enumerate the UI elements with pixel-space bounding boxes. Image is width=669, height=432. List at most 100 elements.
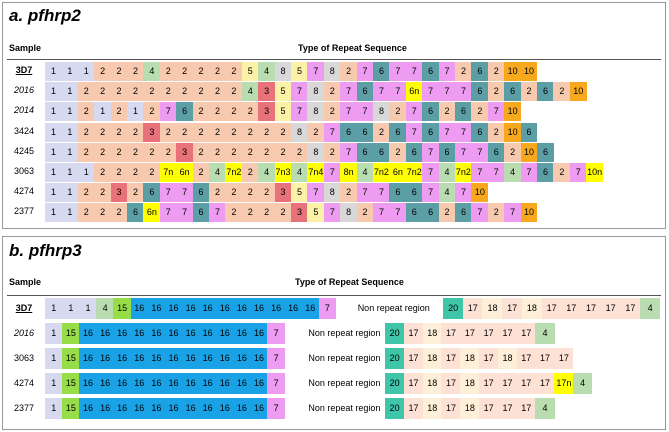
sample-label: 3D7 <box>15 303 33 313</box>
repeat-cell: 1 <box>94 102 112 122</box>
repeat-cell: 18 <box>460 373 480 394</box>
repeat-cell: 6 <box>389 122 407 142</box>
repeat-cell: 7n2 <box>405 163 423 182</box>
repeat-cell: 2 <box>291 142 308 162</box>
repeat-cell: 16 <box>164 323 183 344</box>
repeat-cell: 2 <box>110 203 128 223</box>
repeat-cell: 7 <box>356 183 374 203</box>
repeat-cell: 16 <box>147 398 166 419</box>
repeat-cell: 4 <box>356 163 374 182</box>
repeat-cell: 7 <box>267 323 285 344</box>
repeat-cell: 4 <box>258 62 276 81</box>
repeat-cell: 8 <box>274 62 292 81</box>
repeat-cell: 2 <box>438 203 456 223</box>
repeat-cell: 8 <box>373 102 390 122</box>
repeat-cell: 8 <box>323 183 341 203</box>
repeat-cell: 17 <box>561 298 582 319</box>
repeat-cell: 2 <box>77 142 95 162</box>
repeat-cell: 2 <box>192 82 210 102</box>
repeat-cell: 2 <box>110 122 128 142</box>
repeat-cell: 15 <box>62 373 80 394</box>
repeat-cell: 7 <box>438 122 456 142</box>
repeat-cell: 16 <box>181 398 200 419</box>
repeat-cell: 10 <box>520 142 538 162</box>
repeat-cell: 20 <box>385 398 405 419</box>
repeat-cell: 8 <box>340 203 358 223</box>
repeat-cell: 2 <box>487 62 505 81</box>
repeat-cell: 17 <box>441 373 461 394</box>
repeat-cell: 7 <box>340 82 358 102</box>
repeat-cell: 16 <box>164 348 183 369</box>
repeat-cell: 7 <box>373 203 390 223</box>
repeat-cell: 4 <box>209 163 226 182</box>
repeat-cell: 6 <box>405 183 423 203</box>
repeat-cell: 2 <box>127 183 144 203</box>
repeat-cell: 2 <box>110 163 128 182</box>
repeat-cell: 17 <box>462 298 483 319</box>
repeat-cell: 16 <box>198 298 217 319</box>
repeat-cell: 16 <box>130 398 149 419</box>
repeat-cell: 2 <box>77 102 95 122</box>
repeat-cell: 2 <box>340 183 358 203</box>
repeat-cell: 1 <box>61 122 79 142</box>
repeat-cell: 17 <box>535 373 555 394</box>
repeat-cell: 16 <box>250 348 268 369</box>
repeat-cell: 16 <box>79 373 97 394</box>
repeat-cell: 6 <box>455 102 472 122</box>
non-repeat-region-label: Non repeat region <box>308 353 381 363</box>
repeat-cell: 16 <box>233 348 251 369</box>
repeat-cell: 17 <box>516 398 536 419</box>
repeat-cell: 7 <box>405 122 423 142</box>
repeat-cell: 2 <box>373 122 390 142</box>
sample-label: 2014 <box>13 105 35 116</box>
repeat-cell: 3 <box>258 102 276 122</box>
repeat-cell: 6 <box>340 122 358 142</box>
repeat-cell: 16 <box>233 298 251 319</box>
sample-header: Sample <box>9 43 42 53</box>
repeat-cell: 16 <box>113 348 131 369</box>
repeat-cell: 7 <box>504 203 522 223</box>
repeat-cell: 16 <box>250 298 268 319</box>
repeat-cell: 7 <box>389 62 407 81</box>
repeat-cell: 7 <box>455 122 472 142</box>
repeat-cell: 5 <box>291 62 308 81</box>
repeat-cell: 16 <box>216 298 234 319</box>
header-rule <box>7 295 661 296</box>
repeat-cell: 7n2 <box>455 163 472 182</box>
repeat-cell: 6 <box>438 142 456 162</box>
repeat-cell: 10 <box>520 62 538 81</box>
repeat-cell: 7 <box>471 203 489 223</box>
repeat-cell: 7 <box>267 398 285 419</box>
repeat-cell: 20 <box>385 373 405 394</box>
repeat-cell: 7 <box>356 102 374 122</box>
repeat-cell: 16 <box>147 323 166 344</box>
repeat-cell: 16 <box>147 348 166 369</box>
repeat-cell: 20 <box>443 298 464 319</box>
repeat-cell: 6 <box>537 163 554 182</box>
repeat-cell: 5 <box>241 62 259 81</box>
repeat-cell: 8 <box>307 102 325 122</box>
sample-label: 2377 <box>13 403 35 413</box>
repeat-cell: 1 <box>61 163 79 182</box>
repeat-cell: 17 <box>535 348 555 369</box>
repeat-cell: 2 <box>504 142 522 162</box>
repeat-cell: 6 <box>471 82 489 102</box>
repeat-cell: 7 <box>373 82 390 102</box>
repeat-cell: 17 <box>580 298 602 319</box>
repeat-cell: 2 <box>127 62 144 81</box>
repeat-cell: 16 <box>181 298 200 319</box>
repeat-cell: 1 <box>45 398 63 419</box>
repeat-cell: 1 <box>77 62 95 81</box>
repeat-cell: 6 <box>127 203 144 223</box>
repeat-cell: 18 <box>422 398 442 419</box>
repeat-cell: 2 <box>241 203 259 223</box>
repeat-cell: 2 <box>225 102 243 122</box>
repeat-cell: 2 <box>225 183 243 203</box>
repeat-cell: 2 <box>159 142 177 162</box>
repeat-cell: 16 <box>79 348 97 369</box>
repeat-cell: 2 <box>389 142 407 162</box>
repeat-cell: 4 <box>438 163 456 182</box>
repeat-cell: 17 <box>403 373 424 394</box>
repeat-cell: 16 <box>96 348 114 369</box>
repeat-cell: 1 <box>45 348 63 369</box>
